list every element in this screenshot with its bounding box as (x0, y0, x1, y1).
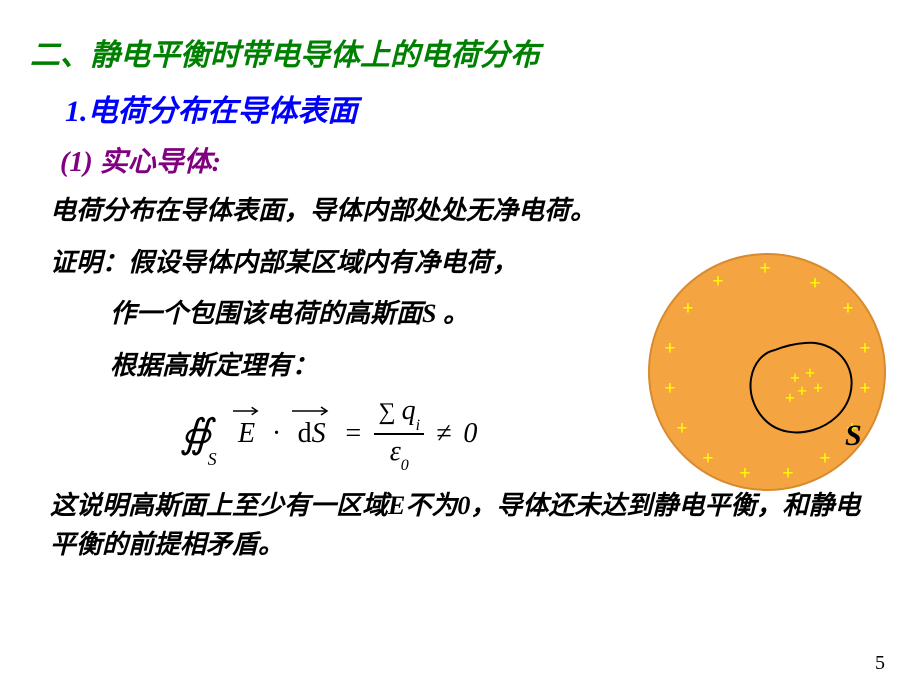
item-heading: (1) 实心导体: (60, 140, 890, 180)
svg-text:+: + (664, 338, 675, 360)
svg-text:+: + (859, 338, 870, 360)
equals-sign: = (344, 418, 363, 450)
svg-text:+: + (739, 463, 750, 485)
svg-text:+: + (759, 258, 770, 280)
not-equal-sign: ≠ (436, 418, 451, 450)
vector-dS: dS (292, 418, 332, 450)
svg-text:+: + (813, 378, 823, 398)
svg-text:+: + (682, 298, 693, 320)
svg-text:+: + (859, 378, 870, 400)
svg-text:+: + (785, 388, 795, 408)
subsection-heading: 1.电荷分布在导体表面 (65, 86, 890, 130)
statement-text: 电荷分布在导体表面，导体内部处处无净电荷。 (50, 190, 890, 232)
svg-text:+: + (676, 418, 687, 440)
proof-line-1: 证明：假设导体内部某区域内有净电荷， (50, 242, 640, 284)
svg-text:+: + (819, 448, 830, 470)
conductor-diagram: +++++++++++++++ +++++ S (640, 245, 895, 500)
zero: 0 (463, 418, 477, 450)
dot-operator: · (273, 418, 280, 450)
fraction: ∑ qi ε0 (374, 396, 424, 470)
svg-text:+: + (842, 298, 853, 320)
svg-text:+: + (712, 271, 723, 293)
gauss-equation: ∯S E · dS = ∑ qi ε0 ≠ 0 (180, 396, 640, 470)
proof-line-3: 根据高斯定理有： (110, 345, 640, 387)
vector-E: E (233, 418, 261, 450)
svg-text:+: + (702, 448, 713, 470)
svg-text:+: + (809, 273, 820, 295)
svg-text:+: + (797, 381, 807, 401)
closed-surface-integral-symbol: ∯S (180, 410, 221, 457)
subsection-title: 电荷分布在导体表面 (88, 95, 358, 128)
svg-text:+: + (782, 463, 793, 485)
subsection-number: 1. (65, 95, 88, 128)
sum-symbol: ∑ (378, 399, 395, 425)
svg-text:+: + (664, 378, 675, 400)
surface-label: S (845, 419, 862, 452)
proof-line-2: 作一个包围该电荷的高斯面S 。 (110, 293, 640, 335)
section-heading: 二、静电平衡时带电导体上的电荷分布 (30, 30, 890, 74)
page-number: 5 (875, 652, 885, 675)
